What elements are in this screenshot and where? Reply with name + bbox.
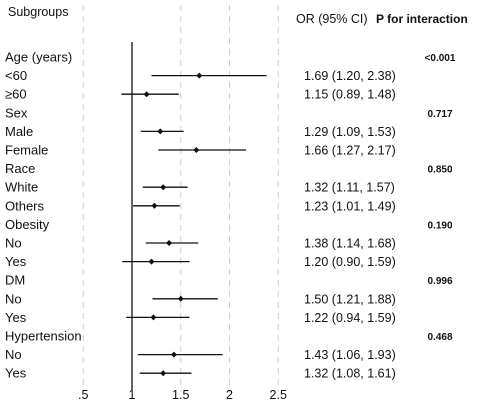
subgroup-label: No [5, 291, 22, 306]
or-point [166, 240, 173, 246]
subgroup-label: White [5, 180, 38, 195]
or-ci-value: 1.20 (0.90, 1.59) [304, 255, 396, 269]
subgroup-label: No [5, 236, 22, 251]
or-point [160, 184, 167, 191]
or-point [148, 258, 155, 265]
p-interaction-value: 0.717 [427, 109, 452, 120]
subgroup-label: Male [5, 124, 33, 139]
or-ci-header: OR (95% CI) [296, 12, 368, 26]
or-ci-value: 1.23 (1.01, 1.49) [304, 199, 396, 213]
or-ci-value: 1.38 (1.14, 1.68) [304, 237, 396, 251]
subgroup-label: Yes [5, 254, 27, 269]
subgroup-heading: Hypertension [5, 329, 82, 344]
or-point [170, 351, 177, 358]
subgroup-heading: Sex [5, 105, 28, 120]
or-ci-value: 1.43 (1.06, 1.93) [304, 348, 396, 362]
or-ci-value: 1.50 (1.21, 1.88) [304, 292, 396, 306]
or-point [160, 370, 167, 377]
or-point [177, 295, 184, 302]
or-ci-value: 1.15 (0.89, 1.48) [304, 88, 396, 102]
subgroup-label: ≥60 [5, 87, 27, 102]
or-point [157, 128, 164, 135]
subgroup-label: Yes [5, 310, 27, 325]
or-point [193, 147, 200, 153]
or-point [150, 314, 157, 321]
forest-rows: Age (years) <0.001 <60 1.69 (1.20, 2.38) ≥60… [5, 50, 456, 381]
x-tick-label: 1.5 [172, 388, 189, 402]
subgroup-heading: Age (years) [5, 50, 72, 65]
x-tick-label: 2 [226, 388, 233, 402]
or-ci-value: 1.32 (1.08, 1.61) [304, 367, 396, 381]
subgroups-header: Subgroups [8, 5, 68, 19]
x-tick-label: .5 [78, 388, 88, 402]
or-point [151, 202, 158, 209]
subgroup-heading: Obesity [5, 217, 50, 232]
p-interaction-value: 0.996 [427, 276, 452, 287]
subgroup-label: No [5, 347, 22, 362]
or-point [143, 91, 150, 98]
p-interaction-value: 0.850 [427, 165, 452, 176]
or-ci-value: 1.22 (0.94, 1.59) [304, 311, 396, 325]
or-ci-value: 1.66 (1.27, 2.17) [304, 144, 396, 158]
p-interaction-value: 0.468 [427, 332, 452, 343]
or-ci-value: 1.32 (1.11, 1.57) [304, 181, 395, 195]
subgroup-heading: Race [5, 161, 35, 176]
x-tick-label: 1 [129, 388, 136, 402]
subgroup-heading: DM [5, 273, 25, 288]
p-interaction-value: 0.190 [427, 220, 452, 231]
x-tick-label: 2.5 [270, 388, 287, 402]
p-interaction-header: P for interaction [376, 12, 468, 26]
subgroup-label: Yes [5, 366, 27, 381]
x-axis: .5 1 1.5 2 2.5 [78, 388, 287, 402]
subgroup-label: Female [5, 143, 48, 158]
grid-lines [82, 5, 279, 392]
subgroup-label: Others [5, 198, 45, 213]
or-ci-value: 1.69 (1.20, 2.38) [304, 69, 396, 83]
p-interaction-value: <0.001 [425, 53, 456, 64]
or-point [196, 72, 203, 79]
subgroup-label: <60 [5, 68, 27, 83]
or-ci-value: 1.29 (1.09, 1.53) [304, 125, 396, 139]
